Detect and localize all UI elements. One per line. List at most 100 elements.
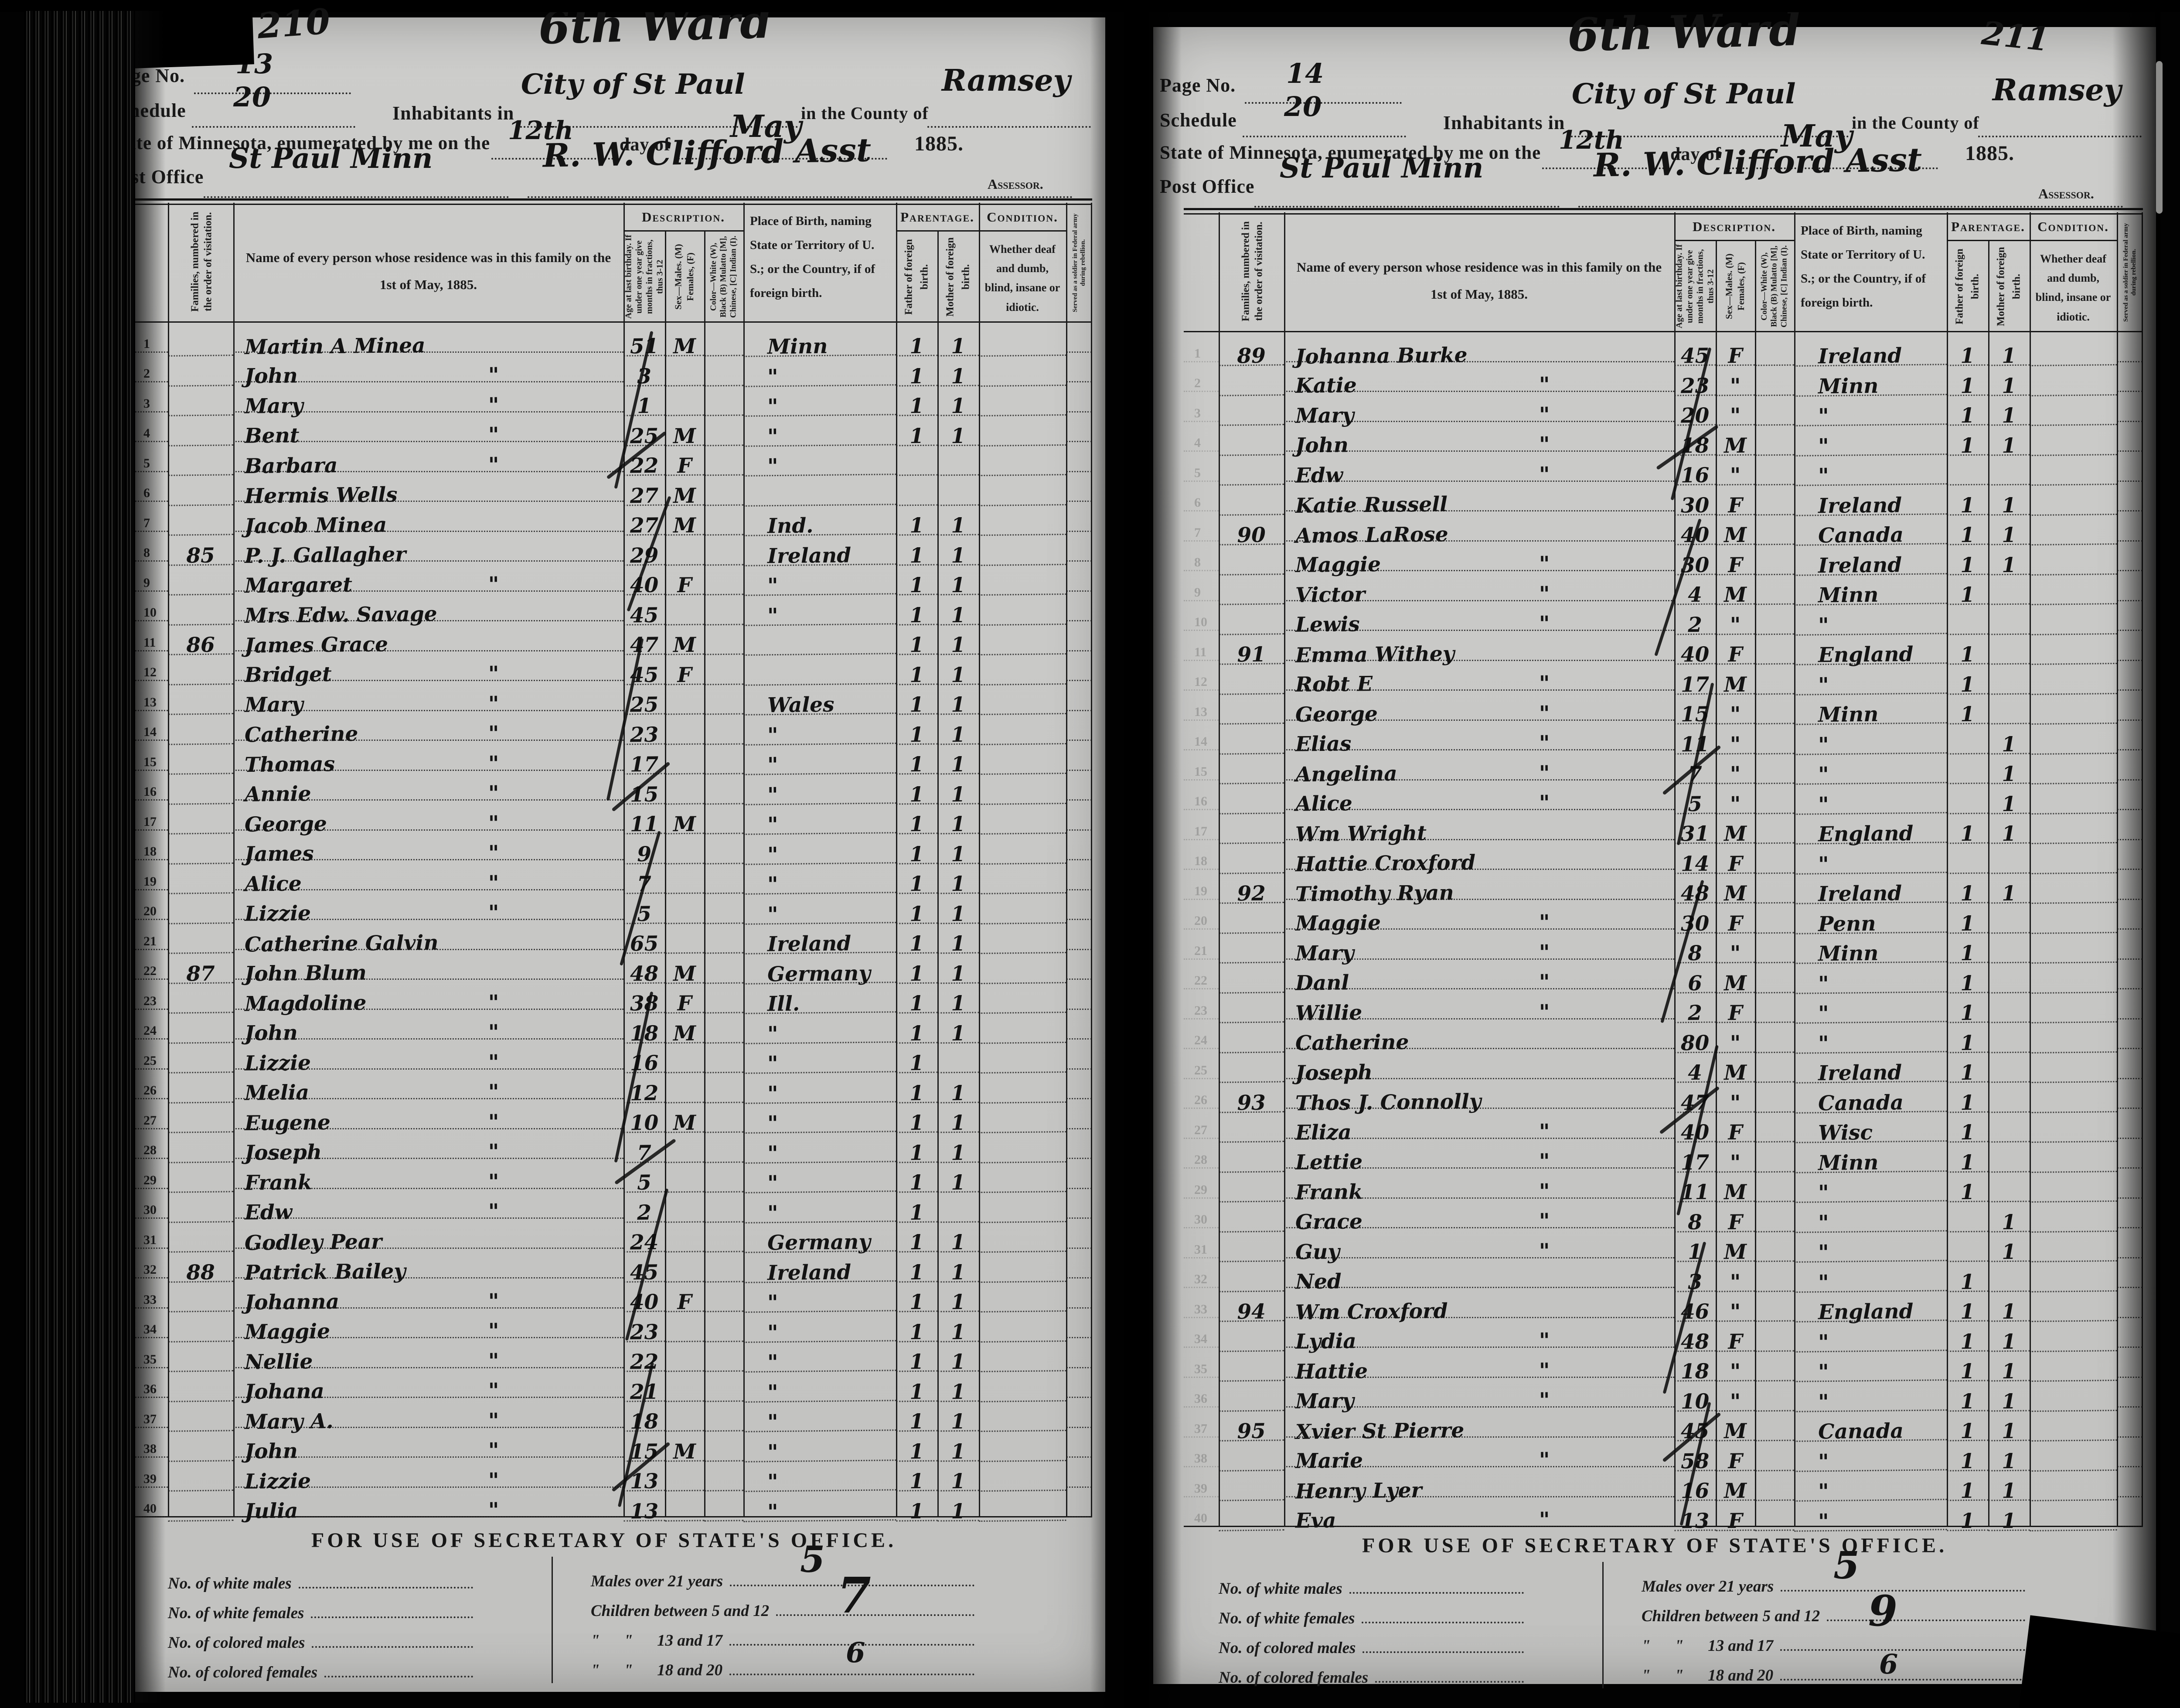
- row-number: 30: [1184, 1199, 1219, 1228]
- color-value: [704, 1371, 744, 1402]
- row-number: 8: [1184, 542, 1219, 571]
- condition-value: [2029, 514, 2117, 545]
- name-ditto-mark: ": [488, 1408, 499, 1433]
- year-label: 1885.: [914, 132, 964, 155]
- color-value: [704, 1192, 744, 1223]
- color-value: [704, 1282, 744, 1312]
- assessor-signature: R. W. Clifford Asst: [542, 131, 872, 175]
- sex-value: ": [1715, 365, 1755, 398]
- name-ditto-mark: ": [1539, 402, 1550, 427]
- father-foreign-mark: 1: [896, 863, 938, 896]
- name-ditto-mark: ": [488, 901, 499, 925]
- soldier-cell: [1066, 651, 1092, 681]
- condition-value: [978, 445, 1066, 476]
- place-column-header: Place of Birth, naming State or Territor…: [1801, 224, 1926, 310]
- row-number: 10: [1184, 601, 1219, 631]
- mother-foreign-mark: 1: [937, 774, 979, 807]
- age-value: 18: [623, 1401, 665, 1434]
- mother-foreign-mark: 1: [937, 804, 979, 836]
- age-value: 2: [1674, 604, 1716, 637]
- row-number: 9: [1184, 571, 1219, 601]
- footer-dots: [312, 1646, 473, 1648]
- color-value: [704, 356, 744, 386]
- father-foreign-mark: 1: [1946, 963, 1989, 995]
- birthplace-value: ": [1794, 1380, 1947, 1414]
- census-row: 15 Angelina " 7 " " 1: [1184, 750, 2143, 787]
- row-number: 19: [1184, 870, 1219, 900]
- family-number: 93: [1218, 1082, 1284, 1115]
- color-value: [704, 774, 744, 805]
- mother-foreign-mark: [1988, 455, 2030, 485]
- inhabitants-label: Inhabitants in: [1443, 112, 1565, 133]
- family-number: [167, 1371, 234, 1402]
- row-number: 6: [1184, 482, 1219, 511]
- soldier-cell: [1066, 1458, 1092, 1488]
- sex-value: M: [1715, 1172, 1755, 1204]
- birthplace-value: Wales: [743, 684, 896, 717]
- row-number: 20: [1184, 900, 1219, 930]
- condition-value: [2029, 723, 2117, 755]
- condition-value: [978, 1251, 1066, 1283]
- name-cell: Catherine: [1284, 1019, 1674, 1056]
- condition-value: [978, 1490, 1066, 1522]
- color-value: [704, 1043, 744, 1073]
- age-value: 40: [1674, 634, 1716, 667]
- name-cell: Frank ": [233, 1159, 623, 1195]
- condition-value: [2029, 693, 2117, 725]
- color-value: [1754, 1052, 1795, 1083]
- birthplace-value: ": [743, 1430, 896, 1464]
- age-column-header: Age at last birthday. If under one year …: [623, 235, 665, 319]
- color-value: [704, 1073, 744, 1103]
- sex-value: [664, 1192, 705, 1223]
- family-number: [167, 714, 234, 745]
- father-foreign-mark: 1: [1946, 694, 1989, 726]
- census-row: 3 Mary " 20 " " 1 1: [1184, 392, 2143, 428]
- age-value: 11: [623, 804, 665, 836]
- sex-value: F: [664, 655, 705, 687]
- day-line: [1542, 167, 1664, 169]
- name-ditto-mark: ": [488, 1200, 499, 1224]
- age-value: 1: [623, 385, 665, 418]
- census-row: 1 Martin A Minea 51 M Minn 1 1: [133, 323, 1092, 359]
- condition-value: [978, 714, 1066, 745]
- name-ditto-mark: ": [488, 811, 499, 836]
- family-number: [1218, 694, 1284, 725]
- age-value: 24: [623, 1222, 665, 1255]
- condition-value: [2029, 843, 2117, 874]
- sex-value: M: [1715, 1231, 1755, 1264]
- condition-value: [978, 774, 1066, 805]
- condition-value: [2029, 1410, 2117, 1442]
- mother-foreign-mark: 1: [937, 1401, 979, 1434]
- birthplace-value: ": [1794, 1201, 1947, 1235]
- footer-label: " " 18 and 20: [591, 1661, 723, 1679]
- age-value: 80: [1674, 1023, 1716, 1055]
- color-value: [1754, 455, 1795, 485]
- name-ditto-mark: ": [488, 1468, 499, 1493]
- census-row: 30 Edw " 2 " 1: [133, 1189, 1092, 1225]
- name-ditto-mark: ": [1539, 791, 1550, 815]
- rows-right-page: 1 89 Johanna Burke 45 F Ireland 1 1 2 Ka…: [1184, 332, 2143, 1534]
- name-cell: Johanna ": [233, 1278, 623, 1315]
- sex-value: F: [664, 445, 705, 478]
- census-row: 29 Frank " 11 M " 1: [1184, 1169, 2143, 1205]
- mother-foreign-mark: 1: [937, 505, 979, 538]
- mother-foreign-mark: [1988, 574, 2030, 605]
- family-number: 85: [167, 535, 234, 568]
- father-foreign-mark: 1: [1946, 903, 1989, 936]
- condition-value: [978, 385, 1066, 416]
- family-number: [1218, 1142, 1284, 1173]
- ward-heading: 6th Ward: [1567, 2, 1802, 62]
- mother-foreign-mark: 1: [937, 1431, 979, 1464]
- name-cell: Emma Withey: [1284, 631, 1674, 668]
- family-number: 91: [1218, 634, 1284, 667]
- mother-foreign-mark: 1: [937, 595, 979, 627]
- father-foreign-mark: 1: [896, 1252, 938, 1285]
- sex-column-header: Sex—Males. (M) Females, (F): [673, 244, 695, 310]
- footer-label: Children between 5 and 12: [1642, 1607, 1820, 1625]
- census-row: 40 Julia " 13 " 1 1: [133, 1488, 1092, 1524]
- sex-value: [664, 1252, 705, 1282]
- family-number: [1218, 1172, 1284, 1203]
- description-group-header: Description.: [641, 209, 726, 225]
- census-row: 7 90 Amos LaRose 40 M Canada 1 1: [1184, 511, 2143, 548]
- row-number: 18: [1184, 840, 1219, 870]
